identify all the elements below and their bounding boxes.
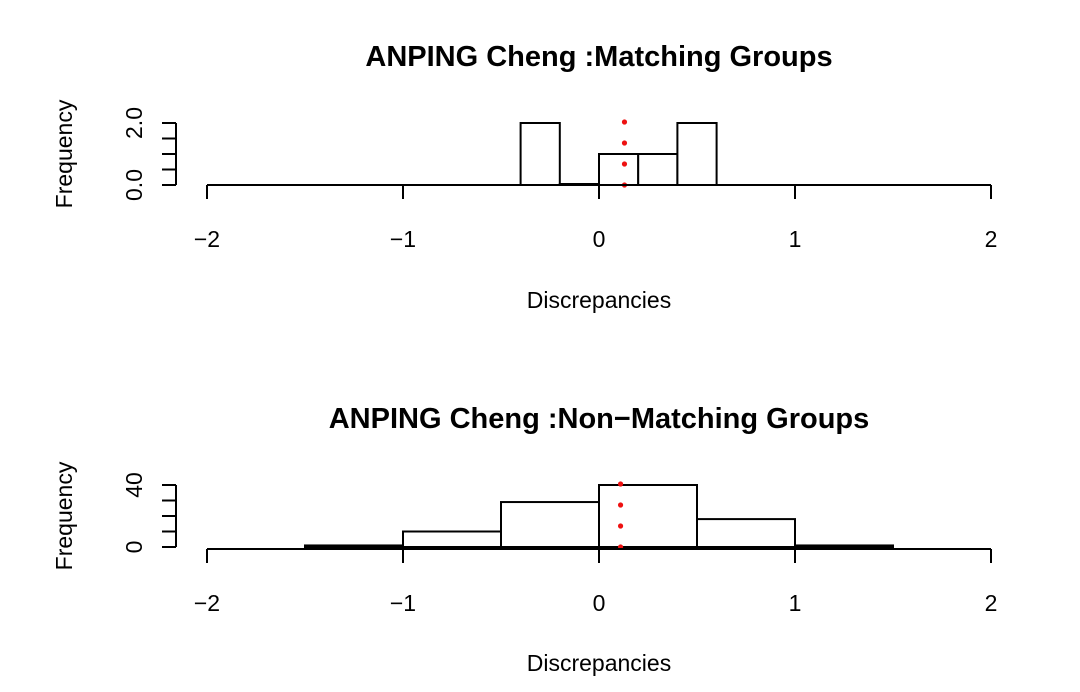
x-tick-label: 0 (593, 590, 606, 616)
y-tick-label: 0.0 (121, 169, 147, 201)
y-tick-label: 2.0 (121, 107, 147, 139)
histogram-bar (794, 544, 894, 549)
x-tick-label: 1 (789, 226, 802, 252)
panel-matching-groups: ANPING Cheng :Matching Groups Frequency … (51, 41, 997, 313)
y-axis: 0 40 (121, 472, 177, 554)
x-axis-label: Discrepancies (527, 650, 671, 676)
histogram-bar (304, 544, 404, 549)
x-tick-label: 2 (985, 226, 998, 252)
reference-dot (617, 523, 624, 529)
chart-title: ANPING Cheng :Non−Matching Groups (329, 403, 870, 435)
histogram-bar (402, 530, 502, 548)
histogram-bar (676, 122, 718, 186)
reference-dot (621, 119, 628, 125)
x-tick-label: −1 (390, 226, 416, 252)
x-tick-label: 1 (789, 590, 802, 616)
x-axis-label: Discrepancies (527, 287, 671, 313)
reference-dot (621, 161, 628, 167)
x-axis: −2 −1 0 1 2 (194, 548, 998, 616)
chart-title: ANPING Cheng :Matching Groups (365, 41, 832, 73)
reference-dot (617, 481, 624, 487)
x-tick-label: −2 (194, 590, 220, 616)
x-tick-label: −1 (390, 590, 416, 616)
histogram-bar (696, 518, 796, 548)
panel-non-matching-groups: ANPING Cheng :Non−Matching Groups Freque… (51, 403, 997, 676)
y-axis-label: Frequency (51, 99, 77, 208)
histogram-bar (637, 153, 679, 186)
histogram-bars (519, 122, 718, 186)
histogram-bar (598, 153, 640, 186)
histogram-bar (519, 122, 561, 186)
y-tick-label: 0 (121, 541, 147, 554)
reference-line (621, 119, 628, 188)
y-axis: 0.0 2.0 (121, 107, 177, 201)
x-tick-label: −2 (194, 226, 220, 252)
x-axis: −2 −1 0 1 2 (194, 184, 998, 252)
histogram-bar (500, 501, 600, 548)
histogram-bar (598, 484, 698, 548)
y-axis-label: Frequency (51, 461, 77, 570)
reference-dot (621, 140, 628, 146)
y-tick-label: 40 (121, 472, 147, 498)
histogram-bars (304, 484, 894, 549)
x-tick-label: 2 (985, 590, 998, 616)
x-tick-label: 0 (593, 226, 606, 252)
reference-dot (617, 502, 624, 508)
